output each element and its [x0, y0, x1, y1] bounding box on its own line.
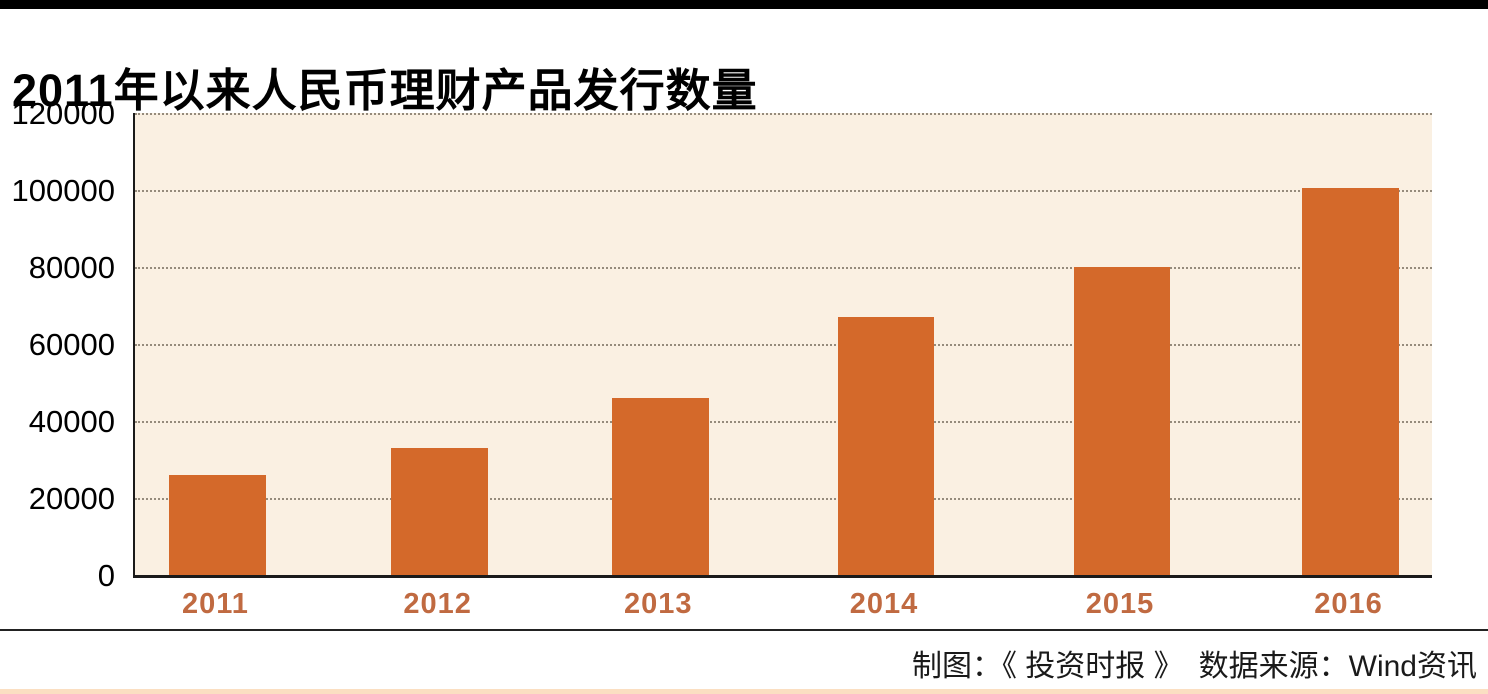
footer-divider-rule	[0, 629, 1488, 631]
chart-title: 2011年以来人民币理财产品发行数量	[12, 65, 758, 117]
y-tick-label-80000: 80000	[28, 250, 115, 285]
y-tick-label-20000: 20000	[28, 481, 115, 516]
x-tick-label-2013: 2013	[624, 588, 693, 620]
footer-credit-text: 制图：《 投资时报 》 数据来源：Wind资讯	[911, 650, 1477, 683]
y-tick-label-60000: 60000	[28, 327, 115, 362]
plot-area	[133, 113, 1432, 578]
x-tick-label-2014: 2014	[849, 588, 919, 620]
gridline-100000	[135, 190, 1432, 192]
y-tick-label-0: 0	[97, 558, 115, 593]
gridline-60000	[135, 344, 1432, 346]
x-axis-tick-labels: 2011 2012 2013 2014 2015 2016	[133, 588, 1430, 622]
x-tick-label-2012: 2012	[403, 588, 472, 620]
gridline-120000	[135, 113, 1432, 115]
y-tick-label-120000: 120000	[11, 96, 115, 131]
bar-2012	[391, 447, 488, 575]
y-tick-label-100000: 100000	[11, 173, 115, 208]
bar-2015	[1073, 267, 1171, 575]
gridline-80000	[135, 267, 1432, 269]
gridline-20000	[135, 498, 1432, 500]
x-tick-label-2011: 2011	[182, 588, 249, 620]
bar-2011	[169, 474, 266, 575]
x-tick-label-2016: 2016	[1314, 588, 1383, 620]
y-axis-tick-labels: 0 20000 40000 60000 80000 100000 120000	[0, 0, 115, 694]
gridline-40000	[135, 421, 1432, 423]
bottom-peach-rule	[0, 689, 1488, 694]
y-tick-label-40000: 40000	[28, 404, 115, 439]
bar-2014	[837, 317, 935, 575]
x-tick-label-2015: 2015	[1085, 588, 1155, 620]
top-black-rule	[0, 0, 1488, 9]
bar-2013	[611, 397, 709, 575]
bar-2016	[1302, 188, 1399, 575]
